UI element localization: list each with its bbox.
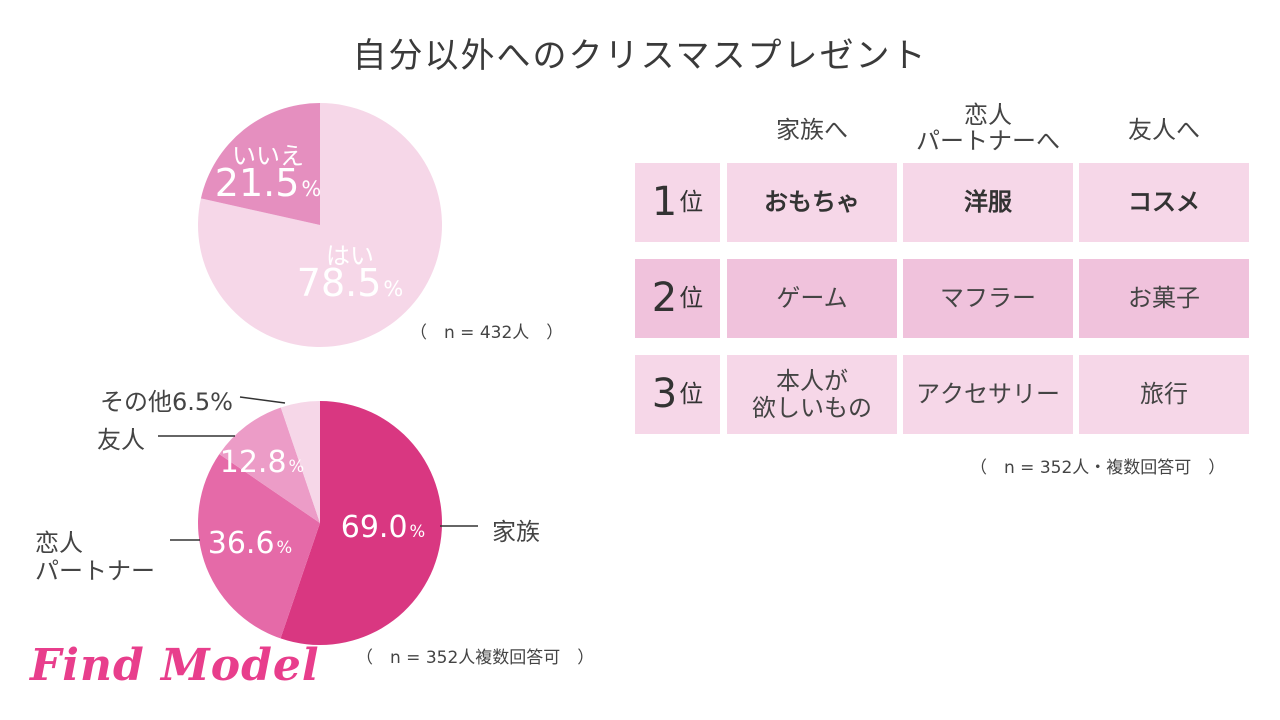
pie2-label-family: 家族 bbox=[492, 518, 540, 546]
table-cell-r2-c2: マフラー bbox=[903, 259, 1073, 338]
table-cell-r3-c2: アクセサリー bbox=[903, 355, 1073, 434]
table-cell-r1-c3: コスメ bbox=[1079, 163, 1249, 242]
pie1-slice-0 bbox=[198, 103, 442, 347]
leader-line-0 bbox=[239, 396, 286, 404]
table-cell-r3-c3: 旅行 bbox=[1079, 355, 1249, 434]
pie2-label-partner-line2: パートナー bbox=[35, 557, 155, 585]
pie1-slice-1 bbox=[200, 103, 320, 225]
pie2-label-friend: 友人 bbox=[97, 426, 145, 454]
table-cell-r1-c2: 洋服 bbox=[903, 163, 1073, 242]
pie1-sample-note: （ n = 432人 ） bbox=[410, 323, 564, 343]
table-cell-r3-c1: 本人が 欲しいもの bbox=[727, 355, 897, 434]
pie1-name-1: いいえ bbox=[232, 142, 304, 170]
pie1-name-0: はい bbox=[326, 242, 374, 270]
table-cell-r1-c1: おもちゃ bbox=[727, 163, 897, 242]
pie2-sample-note: （ n = 352人複数回答可 ） bbox=[356, 648, 595, 668]
pie2-label-partner-line1: 恋人 bbox=[35, 529, 83, 557]
pie2-slice-3 bbox=[280, 401, 320, 523]
pie2-slice-0 bbox=[280, 401, 442, 645]
table-cell-r2-c1: ゲーム bbox=[727, 259, 897, 338]
findmodel-logo: Find Model bbox=[30, 640, 320, 691]
chart-title: 自分以外へのクリスマスプレゼント bbox=[352, 36, 928, 76]
pie2-label-other: その他6.5% bbox=[100, 388, 233, 416]
column-header-0: 家族へ bbox=[776, 116, 848, 144]
table-sample-note: （ n = 352人・複数回答可 ） bbox=[970, 458, 1226, 478]
pie2-slice-1 bbox=[197, 454, 320, 639]
pie2-slice-2 bbox=[219, 407, 320, 523]
column-header-2: 友人へ bbox=[1128, 116, 1200, 144]
column-header-1: 恋人 パートナーへ bbox=[916, 101, 1060, 155]
table-cell-r2-c3: お菓子 bbox=[1079, 259, 1249, 338]
